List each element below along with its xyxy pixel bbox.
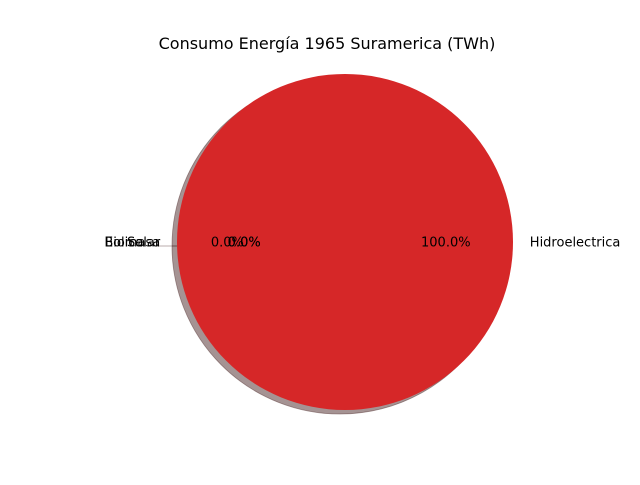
slice-percent-hidroelectrica: 100.0% [421, 236, 471, 251]
slice-percent-biomasa: 0.0% [228, 236, 261, 251]
slice-hidroelectrica [177, 74, 513, 410]
pie-labels: Eolica 0.0%Biomasa 0.0%Solar 0.0% Hidroelect… [104, 236, 620, 251]
slice-percent-eolica: 0.0% [211, 236, 244, 251]
chart-title: Consumo Energía 1965 Suramerica (TWh) [159, 34, 496, 53]
slice-label-solar: Solar [127, 236, 161, 251]
pie-slices [177, 74, 513, 410]
slice-label-eolica: Eolica [105, 236, 144, 251]
slice-percent-solar: 0.0% [228, 236, 261, 251]
slice-label-hidroelectrica: Hidroelectrica [530, 236, 621, 251]
slice-label-biomasa: Biomasa [104, 236, 160, 251]
